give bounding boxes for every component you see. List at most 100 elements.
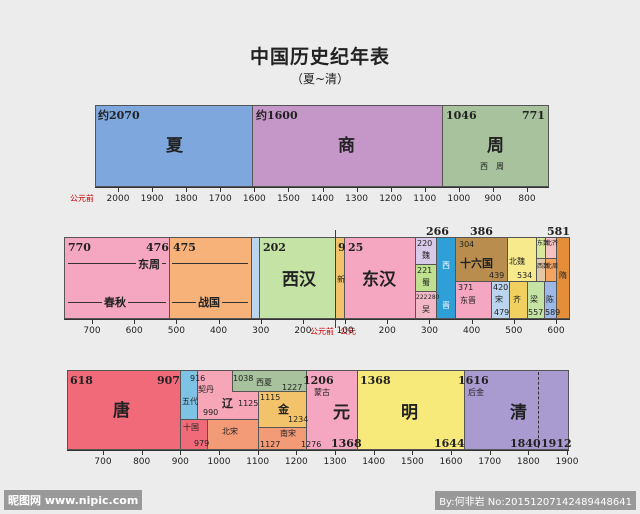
row1-axis-prefix: 公元前 [70, 194, 94, 203]
ad-divider [335, 230, 336, 328]
n589: 589 [545, 308, 561, 317]
zhanguo-label: 战国 [196, 296, 222, 309]
n221: 221 [417, 266, 433, 275]
row2-tick [513, 319, 515, 324]
row1-tick-label: 1500 [276, 194, 300, 204]
zhanguo-arrow [172, 263, 248, 264]
row2-tick [387, 319, 389, 324]
row2-tick-label: 300 [420, 326, 439, 336]
wu-label: 吴 [422, 305, 430, 314]
beisong-label: 北宋 [222, 427, 238, 436]
n1234: 1234 [288, 415, 309, 424]
yuan-sub: 蒙古 [314, 388, 330, 397]
n202: 202 [263, 241, 286, 254]
n979: 979 [194, 439, 210, 448]
beizhou-label: 北周 [546, 263, 559, 270]
xihan-label: 西汉 [282, 270, 316, 290]
row1-tick [527, 187, 528, 192]
n476: 476 [146, 241, 169, 254]
row1-tick [254, 187, 256, 192]
watermark-left: 昵图网 www.nipic.com [4, 490, 143, 510]
song-label: 宋 [495, 295, 503, 304]
beiwei-block [507, 237, 537, 282]
n1227: 1227 [282, 383, 303, 392]
shiguo-label: 十国 [183, 423, 199, 432]
dongzhou-arrow [68, 263, 166, 264]
row1-tick [186, 187, 188, 192]
n1368a: 1368 [331, 437, 362, 450]
beiwei-label: 北魏 [509, 257, 525, 266]
n1127: 1127 [260, 440, 281, 449]
n557: 557 [528, 308, 544, 317]
row3-tick [257, 450, 259, 455]
n371: 371 [458, 283, 474, 292]
row2-tick [471, 319, 473, 324]
row1-tick [152, 187, 154, 192]
sui-block [556, 237, 570, 319]
row3-tick [219, 450, 220, 455]
xia-label: 夏 [166, 136, 183, 156]
row3-tick [451, 450, 452, 455]
n1840: 1840 [510, 437, 541, 450]
row1-tick-label: 1700 [208, 194, 232, 204]
chen-label: 陈 [546, 295, 554, 304]
shang-label: 商 [338, 136, 355, 156]
zhou-label: 周 [487, 136, 504, 156]
row1-tick-label: 1100 [413, 194, 437, 204]
row2-tick [429, 319, 431, 324]
row1-tick [118, 187, 119, 192]
xin-label: 新 [337, 275, 345, 284]
donghan-label: 东汉 [362, 270, 396, 290]
row1-tick-label: 1200 [379, 194, 403, 204]
n280: 280 [428, 294, 440, 301]
sui-label: 隋 [559, 271, 567, 280]
liao-label: 辽 [222, 397, 233, 410]
row3-tick-label: 1500 [400, 457, 424, 467]
donghan-block [344, 237, 416, 319]
row2-axis [64, 319, 570, 320]
n581: 581 [547, 225, 570, 238]
liao-sub: 契丹 [198, 385, 214, 394]
wudai-label: 五代 [182, 397, 198, 406]
ming-block [357, 370, 465, 450]
row1-tick-label: 1400 [311, 194, 334, 204]
n534: 534 [517, 271, 533, 280]
row3-tick-label: 1400 [362, 457, 386, 467]
row3-tick-label: 1600 [439, 457, 463, 467]
row2-tick-label: 500 [505, 326, 523, 336]
n25: 25 [348, 241, 364, 254]
row2-tick-label: 600 [125, 326, 143, 336]
row1-tick [322, 187, 324, 192]
row3-tick [528, 450, 530, 455]
xiwei-label: 西魏 [537, 263, 550, 270]
wei-label: 魏 [422, 251, 430, 260]
row3-tick-label: 1000 [207, 457, 231, 467]
row3-tick [373, 450, 375, 455]
ad-label: 公元 [340, 327, 356, 336]
chunqiu-label: 春秋 [102, 296, 128, 309]
qi-label: 齐 [513, 295, 521, 304]
xixia-label: 西夏 [256, 378, 272, 387]
dongzhou-label: 东周 [136, 258, 162, 271]
jin-label: 金 [278, 403, 289, 416]
row1-tick-label: 2000 [106, 194, 130, 204]
row1-tick [220, 187, 222, 192]
qing-block [464, 370, 569, 450]
row3-tick-label: 1100 [246, 457, 270, 467]
zhou-block [442, 105, 549, 187]
row3-tick-label: 1200 [284, 457, 308, 467]
tang-label: 唐 [113, 401, 130, 421]
row1-tick [424, 187, 426, 192]
n479: 479 [494, 308, 510, 317]
xihan-block [259, 237, 336, 319]
n420: 420 [493, 283, 509, 292]
row2-tick [134, 319, 136, 324]
zhou-sub: 西 周 [480, 162, 504, 171]
row3-tick-label: 1300 [323, 457, 347, 467]
qing-sub: 后金 [468, 388, 484, 397]
n1912: 1912 [541, 437, 572, 450]
n439: 439 [489, 271, 505, 280]
yuan-label: 元 [333, 403, 350, 423]
n770: 770 [68, 241, 91, 254]
n907: 907 [157, 374, 180, 387]
